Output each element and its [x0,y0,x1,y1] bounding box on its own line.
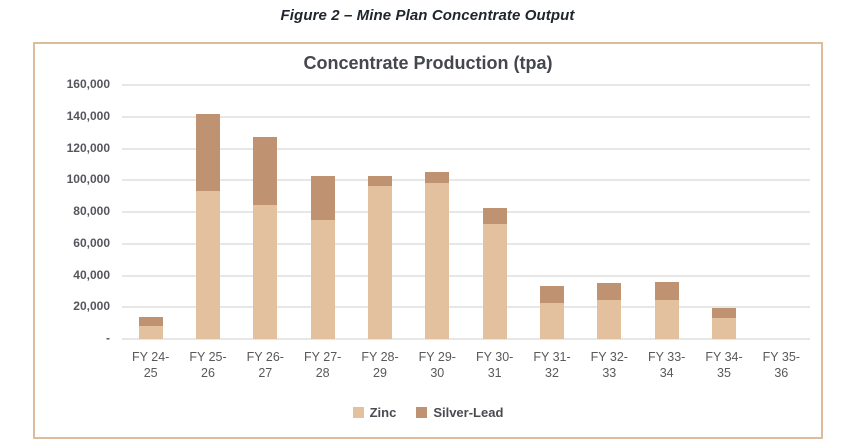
chart-title: Concentrate Production (tpa) [303,53,553,73]
bar-segment-silver-lead [138,316,163,326]
gridline [122,274,810,277]
y-axis-tick-label: 60,000 [73,235,110,250]
gridline [122,115,810,118]
bar-segment-zinc [138,325,163,339]
y-axis-tick-label: 160,000 [66,77,110,91]
y-axis-tick-label: 80,000 [73,204,110,218]
bar-fy-33-34 [638,85,695,339]
figure-caption: Figure 2 – Mine Plan Concentrate Output [280,7,575,24]
legend-item-silver-lead: Silver-Lead [416,405,503,420]
legend: Zinc Silver-Lead [35,405,821,420]
y-axis: - 20,000 40,000 60,000 80,000 100,000 120,000 1… [35,77,110,345]
bar-segment-zinc [711,318,736,339]
x-axis-tick-label: FY 30- 31 [476,350,514,380]
legend-swatch-icon [352,407,364,418]
bar-segment-silver-lead [195,113,220,192]
x-axis-tick-label: FY 27- 28 [304,350,342,380]
bar-fy-26-27 [237,85,294,339]
bar-fy-25-26 [179,85,236,339]
bar-fy-28-29 [351,85,408,339]
bar-segment-zinc [654,300,679,339]
bar-segment-silver-lead [539,285,564,303]
legend-label: Silver-Lead [433,405,504,420]
bar-fy-27-28 [294,85,351,339]
gridline [122,179,810,182]
x-axis-tick-label: FY 26- 27 [246,350,284,380]
chart-box: Concentrate Production (tpa) - 20,000 40,0… [33,42,823,439]
bar-segment-zinc [482,223,507,339]
bar-segment-zinc [195,191,220,339]
y-axis-tick-label: 100,000 [66,172,110,187]
bar-segment-silver-lead [654,281,679,301]
gridline [122,84,810,86]
bar-fy-35-36 [753,85,810,339]
bar-segment-silver-lead [711,308,736,319]
bar-segment-silver-lead [482,208,507,224]
gridline [122,242,810,245]
gridline [122,211,810,213]
y-axis-tick-label: 20,000 [73,299,110,314]
bar-segment-silver-lead [253,136,278,205]
legend-swatch-icon [416,407,428,418]
bar-fy-31-32 [523,85,580,339]
legend-label: Zinc [369,405,397,420]
x-axis-tick-label: FY 28- 29 [361,350,399,380]
y-axis-tick-label: - [106,331,110,345]
x-axis-tick-label: FY 31- 32 [533,350,571,380]
x-axis-tick-label: FY 32- 33 [590,350,628,380]
x-axis-tick-label: FY 29- 30 [418,350,456,380]
x-axis-tick-label: FY 35- 36 [762,350,800,380]
x-axis-tick-label: FY 25- 26 [189,350,227,380]
bar-fy-34-35 [695,85,752,339]
y-axis-tick-label: 120,000 [66,140,110,155]
y-axis-tick-label: 140,000 [66,108,110,123]
gridline [122,338,810,340]
bar-segment-silver-lead [425,172,450,184]
gridline [122,147,810,150]
bar-segment-zinc [310,219,335,339]
bar-segment-silver-lead [367,175,392,186]
bar-fy-24-25 [122,85,179,339]
y-axis-tick-label: 40,000 [73,267,110,282]
bar-segment-zinc [539,302,564,339]
plot-area [122,84,810,340]
legend-item-zinc: Zinc [352,405,397,420]
x-axis: FY 24- 25 FY 25- 26 FY 26- 27 FY 27- 28 FY 28- 29… [122,349,810,389]
bar-segment-zinc [425,183,450,339]
bar-segment-zinc [367,185,392,339]
bar-fy-29-30 [409,85,466,339]
bar-segment-zinc [253,204,278,339]
x-axis-tick-label: FY 34- 35 [705,350,743,380]
x-axis-tick-label: FY 33- 34 [648,350,686,380]
x-axis-tick-label: FY 24- 25 [132,350,170,380]
bar-segment-silver-lead [597,282,622,301]
bar-segment-silver-lead [310,176,335,220]
bar-fy-30-31 [466,85,523,339]
bar-fy-32-33 [581,85,638,339]
bar-segment-zinc [597,300,622,339]
gridline [122,306,810,309]
